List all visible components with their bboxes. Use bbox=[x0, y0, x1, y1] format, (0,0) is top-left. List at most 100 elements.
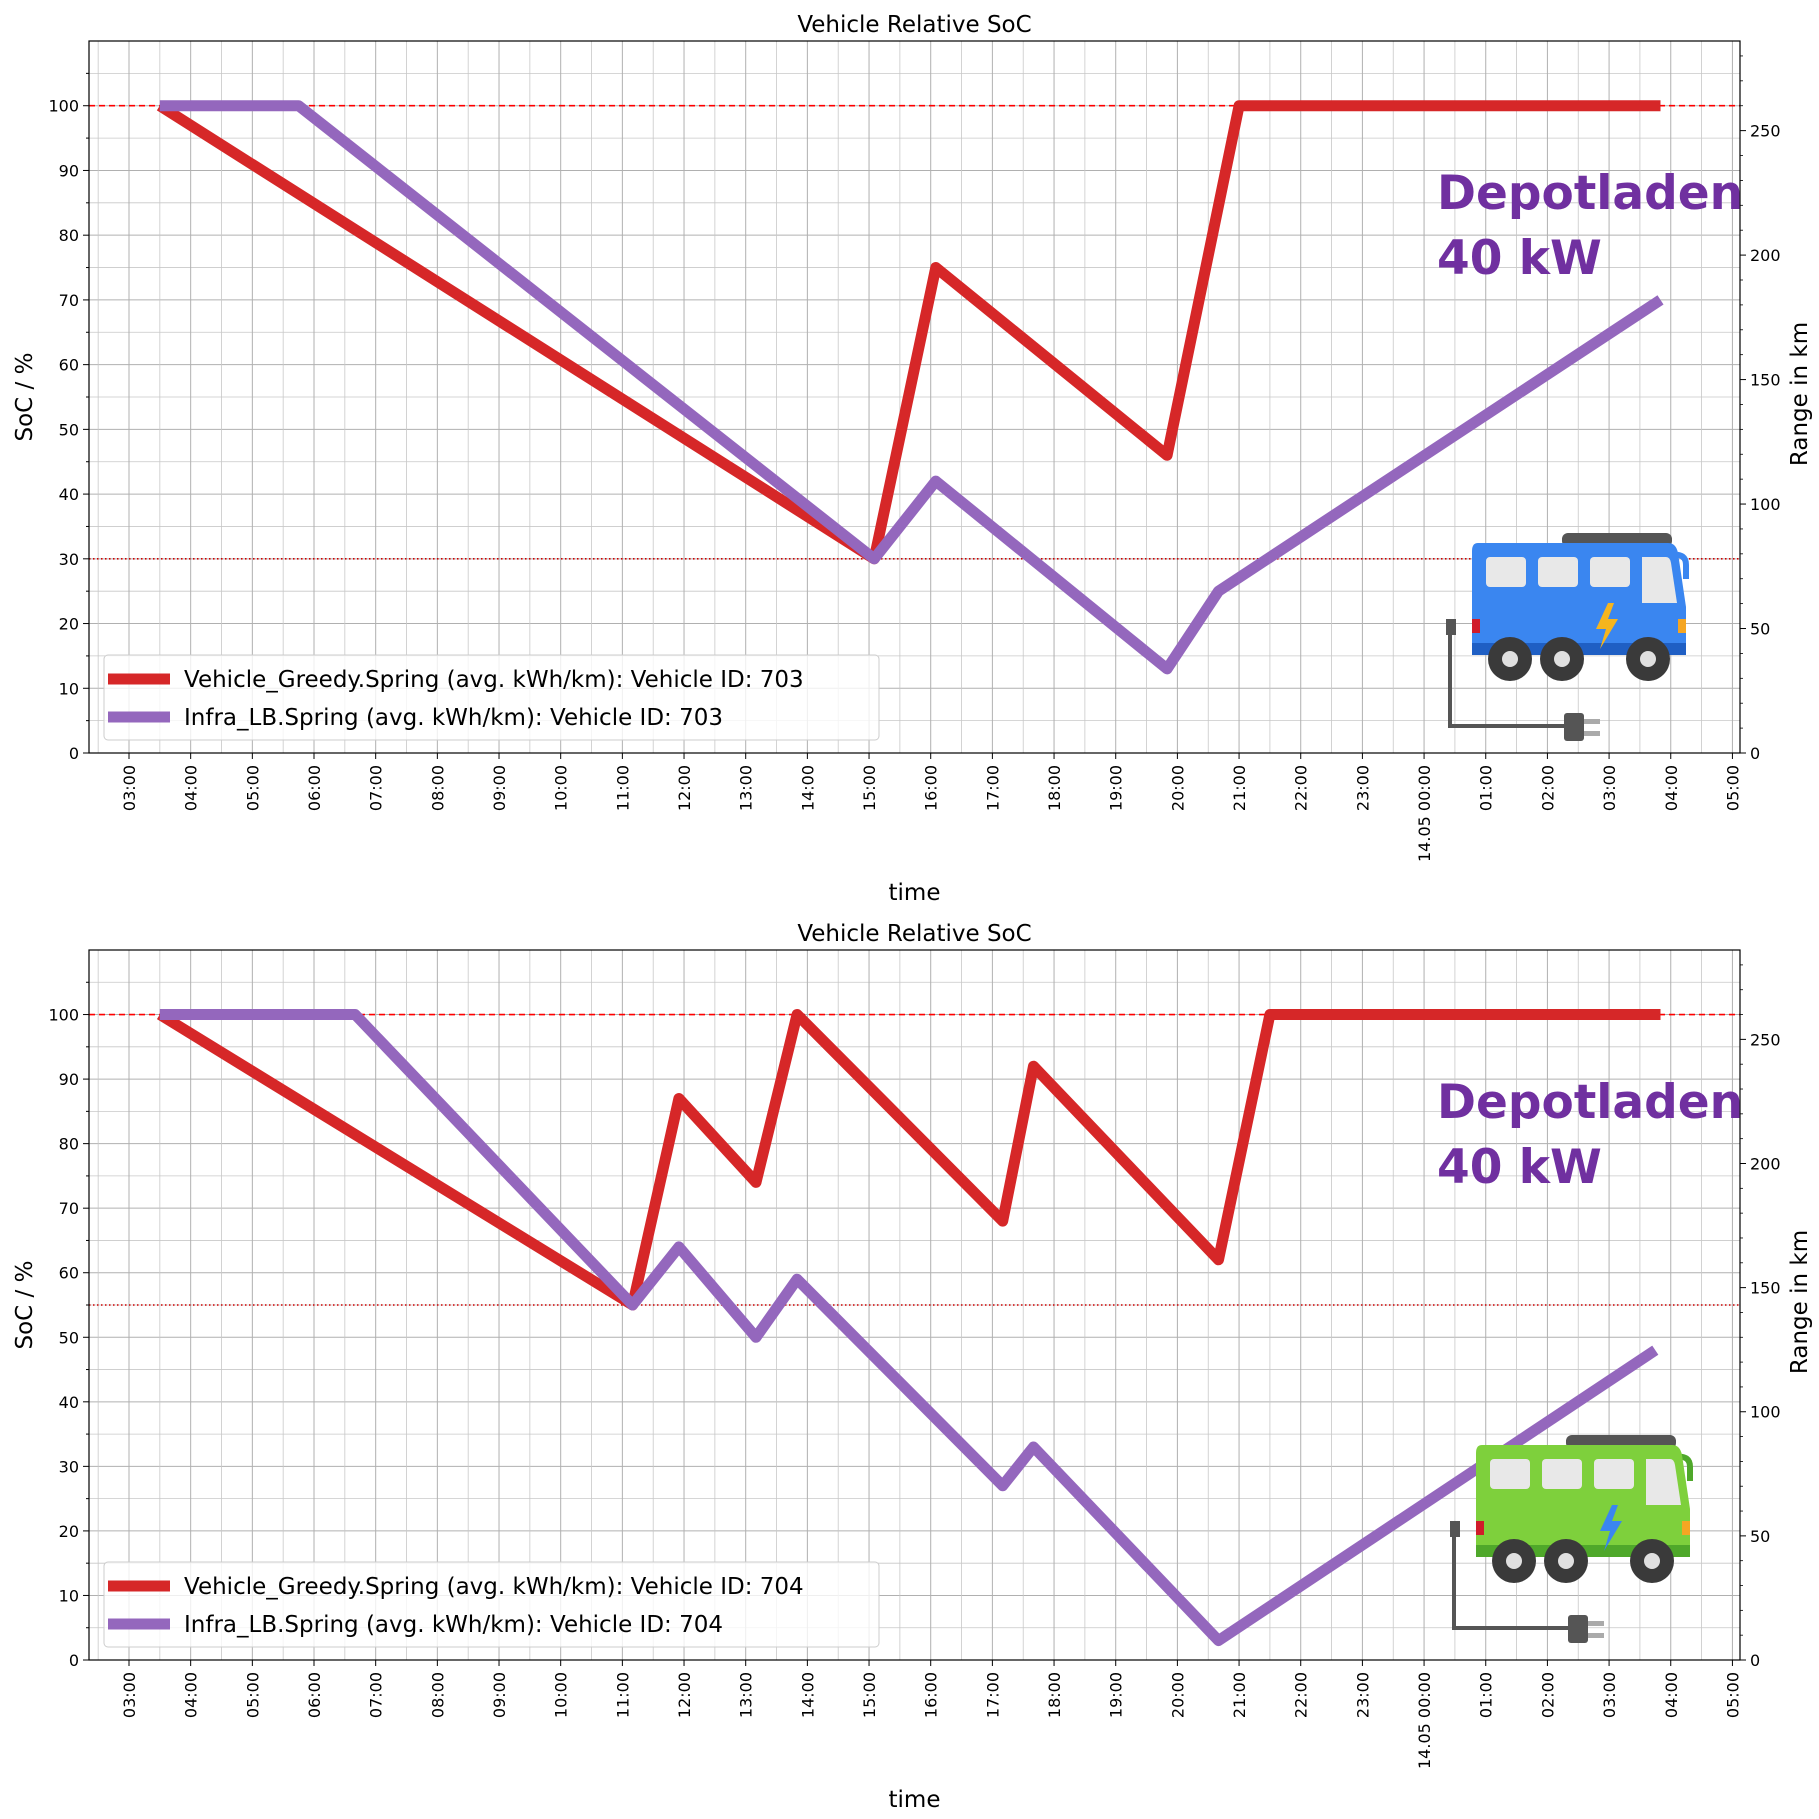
x-tick-label: 04:00 bbox=[182, 1672, 201, 1718]
chart-title: Vehicle Relative SoC bbox=[797, 12, 1031, 38]
x-tick-label: 23:00 bbox=[1353, 1672, 1372, 1718]
x-tick-label: 01:00 bbox=[1477, 765, 1496, 811]
y-tick-label: 80 bbox=[59, 1135, 79, 1154]
x-tick-label: 14:00 bbox=[798, 765, 817, 811]
x-tick-label: 11:00 bbox=[613, 1672, 632, 1718]
annotation-line-1: Depotladen bbox=[1437, 1075, 1743, 1130]
x-tick-label: 15:00 bbox=[860, 1672, 879, 1718]
x-tick-label: 03:00 bbox=[120, 765, 139, 811]
x-tick-label: 18:00 bbox=[1045, 765, 1064, 811]
series-line-vehicle-greedy bbox=[156, 100, 1661, 565]
chart-panel-1: 0 10 20 30 40 50 60 70 80 90 100 0 50 100 150 200 250 03:… bbox=[12, 12, 1813, 906]
y-tick-label: 60 bbox=[59, 1264, 79, 1283]
y2-tick-label: 50 bbox=[1750, 620, 1770, 639]
x-tick-label: 17:00 bbox=[983, 1672, 1002, 1718]
legend-entry-label: Vehicle_Greedy.Spring (avg. kWh/km): Veh… bbox=[184, 667, 804, 693]
x-tick-label: 13:00 bbox=[737, 1672, 756, 1718]
y-tick-label: 10 bbox=[59, 1586, 79, 1605]
chart-panel-2: 0 10 20 30 40 50 60 70 80 90 100 0 50 100 150 200 250 03:… bbox=[12, 921, 1813, 1813]
y-axis-label: SoC / % bbox=[12, 353, 38, 442]
x-tick-label: 10:00 bbox=[552, 1672, 571, 1718]
green-electric-bus-icon bbox=[1450, 1435, 1693, 1643]
y2-axis-label: Range in km bbox=[1787, 1230, 1813, 1374]
y2-tick-label: 150 bbox=[1750, 1279, 1781, 1298]
x-tick-label: 23:00 bbox=[1353, 765, 1372, 811]
x-tick-label: 06:00 bbox=[305, 765, 324, 811]
series-line-infra-lb bbox=[159, 1009, 1659, 1647]
x-tick-label: 07:00 bbox=[367, 1672, 386, 1718]
y-tick-label: 0 bbox=[69, 1651, 79, 1670]
x-tick-label: 15:00 bbox=[860, 765, 879, 811]
legend: Vehicle_Greedy.Spring (avg. kWh/km): Veh… bbox=[103, 654, 880, 741]
y-tick-label: 40 bbox=[59, 485, 79, 504]
y-tick-label: 80 bbox=[59, 226, 79, 245]
y-tick-label: 30 bbox=[59, 550, 79, 569]
y2-tick-label: 100 bbox=[1750, 495, 1781, 514]
x-tick-label: 22:00 bbox=[1292, 765, 1311, 811]
legend-box bbox=[103, 1561, 880, 1648]
x-tick-label: 05:00 bbox=[1723, 1672, 1742, 1718]
x-tick-label: 22:00 bbox=[1292, 1672, 1311, 1718]
y-tick-label: 40 bbox=[59, 1393, 79, 1412]
y-tick-label: 70 bbox=[59, 1199, 79, 1218]
y-tick-label: 90 bbox=[59, 161, 79, 180]
y2-tick-label: 100 bbox=[1750, 1403, 1781, 1422]
y2-tick-label: 200 bbox=[1750, 246, 1781, 265]
x-tick-label: 01:00 bbox=[1477, 1672, 1496, 1718]
x-tick-label: 03:00 bbox=[1600, 765, 1619, 811]
x-tick-label: 20:00 bbox=[1168, 765, 1187, 811]
x-tick-label: 06:00 bbox=[305, 1672, 324, 1718]
y-tick-label: 50 bbox=[59, 1328, 79, 1347]
x-tick-label: 05:00 bbox=[243, 1672, 262, 1718]
x-tick-label: 19:00 bbox=[1107, 765, 1126, 811]
x-tick-label: 03:00 bbox=[1600, 1672, 1619, 1718]
x-tick-label: 21:00 bbox=[1230, 765, 1249, 811]
x-tick-label: 02:00 bbox=[1538, 765, 1557, 811]
x-tick-label: 04:00 bbox=[182, 765, 201, 811]
x-axis-label: time bbox=[889, 880, 941, 906]
legend-entry-label: Infra_LB.Spring (avg. kWh/km): Vehicle I… bbox=[184, 705, 723, 731]
y2-tick-label: 250 bbox=[1750, 122, 1781, 141]
x-tick-label: 07:00 bbox=[367, 765, 386, 811]
y-tick-label: 100 bbox=[48, 1006, 79, 1025]
y-tick-label: 100 bbox=[48, 97, 79, 116]
y-tick-label: 20 bbox=[59, 1522, 79, 1541]
annotation-line-2: 40 kW bbox=[1437, 1140, 1602, 1195]
y-tick-label: 70 bbox=[59, 291, 79, 310]
y-tick-label: 30 bbox=[59, 1457, 79, 1476]
x-tick-label: 02:00 bbox=[1538, 1672, 1557, 1718]
x-tick-label: 13:00 bbox=[737, 765, 756, 811]
y2-tick-label: 200 bbox=[1750, 1154, 1781, 1173]
x-tick-label: 10:00 bbox=[552, 765, 571, 811]
series-line-infra-lb bbox=[159, 100, 1664, 675]
x-tick-label: 19:00 bbox=[1107, 1672, 1126, 1718]
x-axis-label: time bbox=[889, 1787, 941, 1813]
x-tick-label: 11:00 bbox=[613, 765, 632, 811]
x-tick-label: 08:00 bbox=[428, 1672, 447, 1718]
y-tick-label: 10 bbox=[59, 679, 79, 698]
legend-entry-label: Vehicle_Greedy.Spring (avg. kWh/km): Veh… bbox=[184, 1574, 804, 1600]
y2-tick-label: 0 bbox=[1750, 744, 1760, 763]
x-tick-label: 04:00 bbox=[1662, 1672, 1681, 1718]
x-tick-label: 04:00 bbox=[1662, 765, 1681, 811]
y2-axis-label: Range in km bbox=[1787, 322, 1813, 466]
x-tick-label: 12:00 bbox=[675, 1672, 694, 1718]
y-tick-label: 20 bbox=[59, 615, 79, 634]
x-tick-label: 16:00 bbox=[922, 1672, 941, 1718]
series-line-vehicle-greedy bbox=[156, 1009, 1661, 1311]
annotation-line-1: Depotladen bbox=[1437, 166, 1743, 221]
x-tick-label: 14.05 00:00 bbox=[1415, 765, 1434, 862]
legend: Vehicle_Greedy.Spring (avg. kWh/km): Veh… bbox=[103, 1561, 880, 1648]
x-tick-label: 08:00 bbox=[428, 765, 447, 811]
y-axis-label: SoC / % bbox=[12, 1261, 38, 1350]
x-tick-label: 14:00 bbox=[798, 1672, 817, 1718]
blue-electric-bus-icon bbox=[1446, 533, 1689, 741]
y-tick-label: 90 bbox=[59, 1070, 79, 1089]
y2-tick-label: 0 bbox=[1750, 1651, 1760, 1670]
x-tick-label: 21:00 bbox=[1230, 1672, 1249, 1718]
legend-box bbox=[103, 654, 880, 741]
y-tick-label: 50 bbox=[59, 420, 79, 439]
y2-tick-label: 250 bbox=[1750, 1030, 1781, 1049]
x-tick-label: 20:00 bbox=[1168, 1672, 1187, 1718]
